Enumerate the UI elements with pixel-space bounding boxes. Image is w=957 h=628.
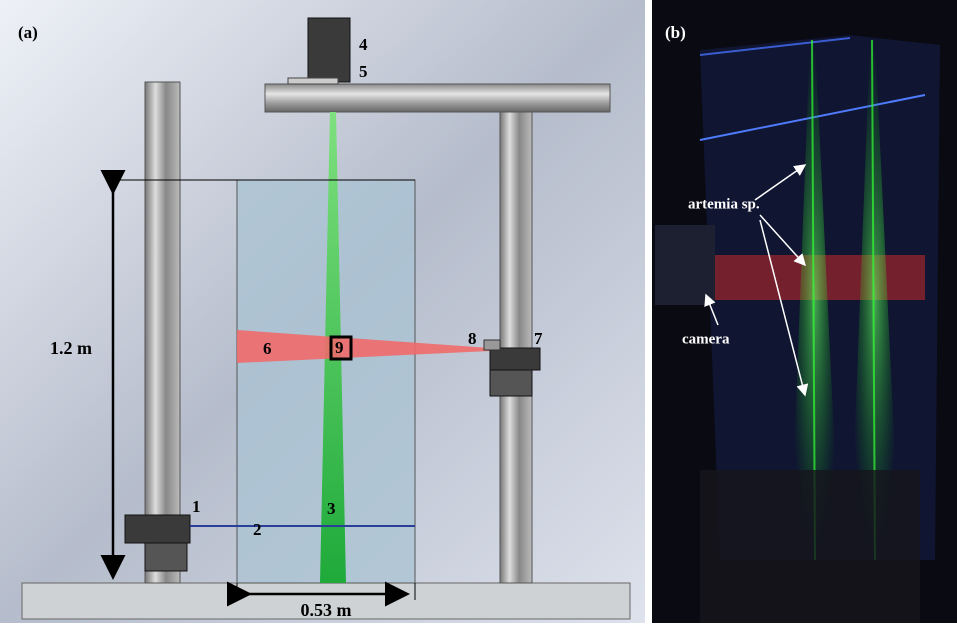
- part-number: 9: [335, 338, 344, 357]
- camera-body: [490, 348, 540, 370]
- part-number: 8: [468, 329, 477, 348]
- part-number: 6: [263, 339, 272, 358]
- part-number: 2: [253, 520, 262, 539]
- part-number: 4: [359, 35, 368, 54]
- panel-label: (b): [665, 23, 686, 42]
- part-number: 7: [534, 329, 543, 348]
- part-number: 5: [359, 62, 368, 81]
- part-number: 3: [327, 499, 336, 518]
- camera-mount: [490, 370, 532, 396]
- equipment: [700, 470, 920, 623]
- left-column: [145, 82, 180, 583]
- annotation: camera: [682, 331, 730, 347]
- figure: (a) 1.2 m 0.53 m 1 2 3 4 5 6 7 8 9 (b): [0, 0, 957, 623]
- part-number: 1: [192, 497, 201, 516]
- panel-a: (a) 1.2 m 0.53 m 1 2 3 4 5 6 7 8 9: [0, 0, 645, 623]
- annotation: artemia sp.: [688, 196, 760, 212]
- device-1-mount: [145, 543, 187, 571]
- panel-label: (a): [18, 23, 38, 42]
- mount: [288, 78, 338, 84]
- height-label: 1.2 m: [50, 338, 92, 358]
- laser-head: [308, 18, 350, 82]
- top-beam: [265, 84, 610, 112]
- right-column: [500, 108, 532, 583]
- lens: [484, 340, 500, 350]
- panel-b: (b) artemia sp. camera: [652, 0, 957, 623]
- width-label: 0.53 m: [301, 600, 352, 620]
- device-1: [125, 515, 190, 543]
- camera-photo: [655, 225, 715, 305]
